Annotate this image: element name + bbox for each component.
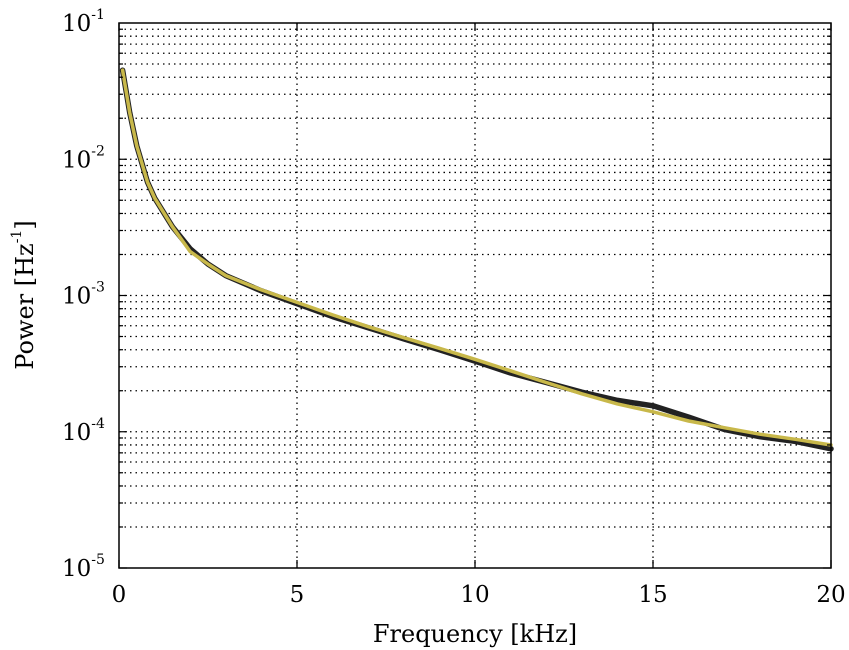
y-axis-title: Power [Hz-1]: [9, 220, 39, 369]
y-tick-base: 10: [62, 556, 91, 582]
y-tick-base: 10: [62, 11, 91, 37]
y-tick-labels: 10-510-410-310-210-1: [62, 7, 105, 582]
y-tick-exponent: -5: [91, 552, 105, 568]
y-tick-exponent: -3: [91, 280, 105, 296]
y-tick-label: 10-5: [62, 552, 105, 582]
y-tick-base: 10: [62, 147, 91, 173]
y-axis-title-close: ]: [11, 220, 39, 229]
series-layer: [119, 67, 834, 452]
y-tick-label: 10-2: [62, 143, 105, 173]
y-tick-base: 10: [62, 420, 91, 446]
axis-ticks: [118, 23, 832, 569]
y-axis-title-base: Power [Hz: [11, 243, 39, 369]
x-tick-label: 10: [460, 582, 489, 608]
plot-background: [119, 23, 831, 568]
x-tick-label: 20: [816, 582, 845, 608]
x-tick-label: 5: [290, 582, 305, 608]
x-tick-labels: 0 5 10 15 20: [112, 582, 846, 608]
x-axis-title: Frequency [kHz]: [373, 620, 577, 648]
y-tick-exponent: -1: [91, 7, 105, 23]
x-tick-label: 15: [638, 582, 667, 608]
series-line-2: [120, 68, 833, 447]
x-tick-label: 0: [112, 582, 127, 608]
y-tick-exponent: -2: [91, 143, 105, 159]
y-tick-label: 10-4: [62, 416, 105, 446]
y-axis-title-exponent: -1: [9, 230, 25, 244]
y-tick-exponent: -4: [91, 416, 105, 432]
y-tick-base: 10: [62, 284, 91, 310]
y-tick-label: 10-3: [62, 280, 105, 310]
y-tick-label: 10-1: [62, 7, 105, 37]
